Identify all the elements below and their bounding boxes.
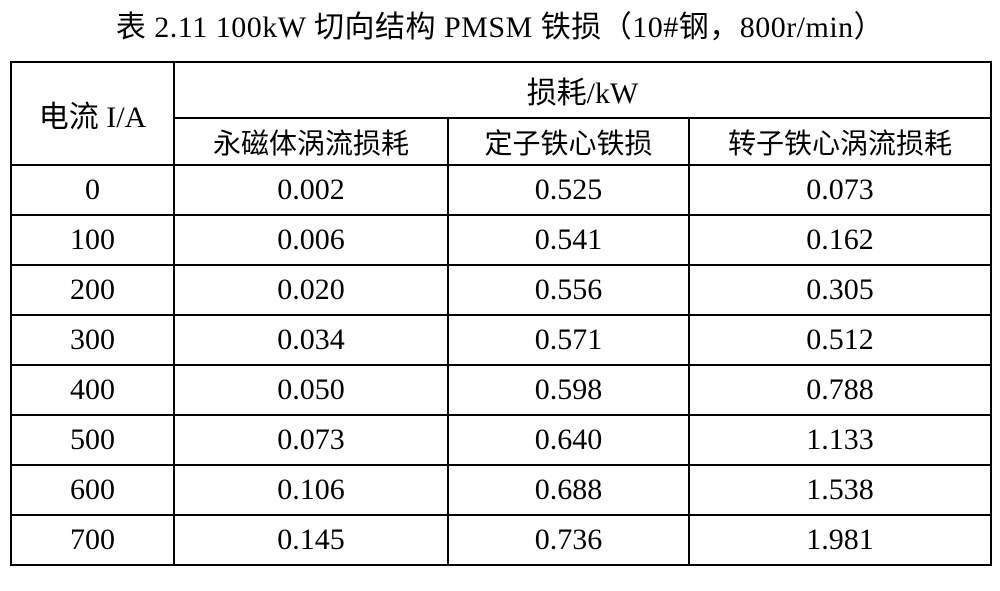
table-row: 700 0.145 0.736 1.981: [10, 514, 993, 566]
sub-header-row: 永磁体涡流损耗 定子铁心铁损 转子铁心涡流损耗: [11, 117, 993, 166]
cell-stator-core-loss: 0.688: [447, 464, 690, 516]
cell-rotor-core-eddy-loss: 1.538: [687, 464, 993, 516]
cell-rotor-core-eddy-loss: 1.981: [687, 514, 993, 566]
table-row: 0 0.002 0.525 0.073: [10, 164, 993, 216]
cell-rotor-core-eddy-loss: 0.073: [687, 164, 993, 216]
cell-magnet-eddy-loss: 0.020: [173, 264, 449, 316]
cell-current: 500: [10, 414, 175, 466]
cell-stator-core-loss: 0.598: [447, 364, 690, 416]
table-row: 200 0.020 0.556 0.305: [10, 264, 993, 316]
cell-stator-core-loss: 0.541: [447, 214, 690, 266]
table-row: 100 0.006 0.541 0.162: [10, 214, 993, 266]
cell-magnet-eddy-loss: 0.106: [173, 464, 449, 516]
cell-current: 200: [10, 264, 175, 316]
cell-magnet-eddy-loss: 0.002: [173, 164, 449, 216]
cell-rotor-core-eddy-loss: 0.162: [687, 214, 993, 266]
iron-loss-table: 电流 I/A 损耗/kW 永磁体涡流损耗 定子铁心铁损 转子铁心涡流损耗 0 0…: [10, 61, 993, 566]
cell-magnet-eddy-loss: 0.006: [173, 214, 449, 266]
cell-magnet-eddy-loss: 0.145: [173, 514, 449, 566]
cell-current: 300: [10, 314, 175, 366]
table-row: 600 0.106 0.688 1.538: [10, 464, 993, 516]
cell-current: 400: [10, 364, 175, 416]
group-header-row: 电流 I/A 损耗/kW: [10, 61, 993, 166]
cell-current: 0: [10, 164, 175, 216]
cell-rotor-core-eddy-loss: 0.305: [687, 264, 993, 316]
table-header: 电流 I/A 损耗/kW 永磁体涡流损耗 定子铁心铁损 转子铁心涡流损耗: [10, 61, 993, 166]
column-header-rotor-core-eddy-loss: 转子铁心涡流损耗: [687, 117, 993, 166]
page: 表 2.11 100kW 切向结构 PMSM 铁损（10#钢，800r/min）…: [0, 8, 1000, 591]
column-group-header-loss: 损耗/kW: [172, 61, 993, 119]
cell-rotor-core-eddy-loss: 0.512: [687, 314, 993, 366]
cell-stator-core-loss: 0.525: [447, 164, 690, 216]
cell-current: 100: [10, 214, 175, 266]
cell-magnet-eddy-loss: 0.034: [173, 314, 449, 366]
table-row: 400 0.050 0.598 0.788: [10, 364, 993, 416]
table-caption: 表 2.11 100kW 切向结构 PMSM 铁损（10#钢，800r/min）: [115, 11, 885, 44]
column-header-magnet-eddy-loss: 永磁体涡流损耗: [173, 117, 449, 166]
column-header-stator-core-loss: 定子铁心铁损: [447, 117, 690, 166]
cell-magnet-eddy-loss: 0.073: [173, 414, 449, 466]
table-body: 0 0.002 0.525 0.073 100 0.006 0.541 0.16…: [10, 164, 993, 566]
cell-rotor-core-eddy-loss: 1.133: [687, 414, 993, 466]
cell-magnet-eddy-loss: 0.050: [173, 364, 449, 416]
table-row: 300 0.034 0.571 0.512: [10, 314, 993, 366]
column-header-current: 电流 I/A: [10, 61, 175, 166]
cell-current: 600: [10, 464, 175, 516]
cell-rotor-core-eddy-loss: 0.788: [687, 364, 993, 416]
cell-stator-core-loss: 0.571: [447, 314, 690, 366]
cell-current: 700: [10, 514, 175, 566]
cell-stator-core-loss: 0.556: [447, 264, 690, 316]
cell-stator-core-loss: 0.640: [447, 414, 690, 466]
cell-stator-core-loss: 0.736: [447, 514, 690, 566]
table-row: 500 0.073 0.640 1.133: [10, 414, 993, 466]
